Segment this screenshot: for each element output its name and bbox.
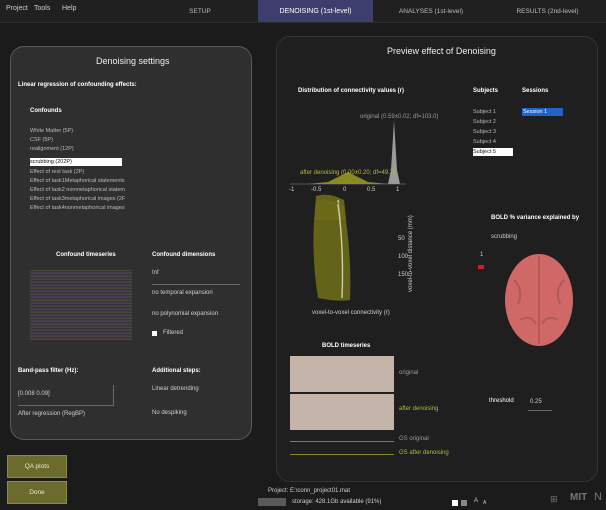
menu-project[interactable]: Project <box>6 5 28 12</box>
zoom-square-small-icon[interactable] <box>461 500 467 506</box>
tab-denoising[interactable]: DENOISING (1st-level) <box>258 0 373 22</box>
qa-plots-button[interactable]: QA plots <box>7 455 67 478</box>
denoising-settings-title: Denoising settings <box>96 56 170 66</box>
ytick: 150 <box>398 272 409 278</box>
original-histogram <box>382 120 404 184</box>
xtick: 1 <box>396 187 400 193</box>
storage-label: storage: 428.1Gb available (91%) <box>292 499 382 505</box>
gs-after-label: GS after denoising <box>399 450 449 456</box>
confound-item[interactable]: Effect of task3metaphorical images (2F <box>30 196 126 202</box>
scale-marker <box>478 265 484 269</box>
ylabel: voxel-to-voxel distance (mm) <box>408 215 414 292</box>
n-logo-icon: N <box>594 491 602 503</box>
subject-item[interactable]: Subject 1 <box>473 109 496 115</box>
dimensions-value[interactable]: Inf <box>152 270 159 276</box>
confound-timeseries-label: Confound timeseries <box>56 252 116 258</box>
threshold-underline <box>528 410 552 411</box>
despiking-select[interactable]: No despiking <box>152 410 187 416</box>
confound-item[interactable]: White Matter (5P) <box>30 128 74 134</box>
bold-original-plot <box>290 356 394 392</box>
storage-bar <box>258 498 286 506</box>
mit-logo-icon: MIT <box>570 492 588 503</box>
xlabel: voxel-to-voxel connectivity (r) <box>312 310 390 316</box>
subject-item[interactable]: Subject 2 <box>473 119 496 125</box>
additional-steps-label: Additional steps: <box>152 368 201 374</box>
bold-variance-confound: scrubbing <box>491 234 518 240</box>
subject-item[interactable]: Subject 4 <box>473 139 496 145</box>
filtered-label: Filtered <box>163 330 184 336</box>
bandpass-filter-label: Band-pass filter (Hz): <box>18 368 79 374</box>
xtick: -1 <box>289 187 295 193</box>
after-stats: after denoising (0.00±0.20; df=49.7) <box>300 170 396 176</box>
confound-item[interactable]: Effect of task2 nonmetaphorical statem <box>30 187 125 193</box>
ytick: 50 <box>398 236 405 242</box>
after-histogram <box>308 172 388 184</box>
brain-map <box>505 254 573 346</box>
confound-item-selected[interactable]: scrubbing (202P) <box>30 158 122 166</box>
temporal-expansion-select[interactable]: no temporal expansion <box>152 290 213 296</box>
after-regression-select[interactable]: After regression (RegBP) <box>18 411 86 417</box>
confound-item[interactable]: CSF (5P) <box>30 137 53 143</box>
confound-item[interactable]: realignment (12P) <box>30 146 74 152</box>
subject-item[interactable]: Subject 3 <box>473 129 496 135</box>
logo-icon: ⊞ <box>550 494 558 504</box>
done-button[interactable]: Done <box>7 481 67 504</box>
ytick: 100 <box>398 254 409 260</box>
project-path: Project: E:\conn_project01.mat <box>268 488 351 494</box>
preview-title: Preview effect of Denoising <box>387 46 496 56</box>
confound-timeseries-plot <box>30 270 132 340</box>
distribution-label: Distribution of connectivity values (r) <box>298 88 405 94</box>
bold-variance-label: BOLD % variance explained by <box>491 215 580 221</box>
threshold-label: threshold <box>489 398 514 404</box>
bold-after-label: after denoising <box>399 406 439 412</box>
bandpass-input-border <box>113 385 114 405</box>
subject-item-selected[interactable]: Subject 5 <box>473 148 513 156</box>
tab-analyses[interactable]: ANALYSES (1st-level) <box>398 7 464 15</box>
zoom-square-icon[interactable] <box>452 500 458 506</box>
confound-item[interactable]: Effect of task1Metaphorical statements <box>30 178 125 184</box>
session-item-selected[interactable]: Session 1 <box>522 108 563 116</box>
connectivity-scatter-plot <box>292 198 392 302</box>
menubar: Project Tools Help SETUP DENOISING (1st-… <box>0 0 606 23</box>
bold-timeseries-label: BOLD timeseries <box>322 343 371 349</box>
scale-max: 1 <box>480 252 484 258</box>
gs-after-line <box>290 454 394 455</box>
linear-detrending-select[interactable]: Linear detrending <box>152 386 199 392</box>
font-increase-icon[interactable]: A <box>474 498 479 504</box>
confound-item[interactable]: Effect of task4nonmetaphorical images <box>30 205 125 211</box>
font-decrease-icon[interactable]: A <box>483 500 487 506</box>
bandpass-underline <box>18 405 114 406</box>
menu-tools[interactable]: Tools <box>34 5 51 12</box>
confound-item[interactable]: Effect of rest task (2P) <box>30 169 85 175</box>
dimensions-underline <box>152 284 240 285</box>
confounds-label: Confounds <box>30 108 62 114</box>
bold-original-label: original <box>399 370 419 376</box>
xtick: 0 <box>343 187 347 193</box>
denoising-settings-panel <box>10 46 252 440</box>
subjects-label: Subjects <box>473 88 499 94</box>
filtered-checkbox[interactable] <box>152 331 157 336</box>
threshold-input[interactable]: 0.25 <box>530 399 542 405</box>
tab-setup[interactable]: SETUP <box>189 7 211 15</box>
tab-results[interactable]: RESULTS (2nd-level) <box>516 7 579 15</box>
sessions-label: Sessions <box>522 88 549 94</box>
bold-after-plot <box>290 394 394 430</box>
linear-regression-label: Linear regression of confounding effects… <box>18 82 137 88</box>
confound-dimensions-label: Confound dimensions <box>152 252 216 258</box>
gs-original-line <box>290 441 394 442</box>
xtick: -0.5 <box>311 187 322 193</box>
polynomial-expansion-select[interactable]: no polynomial expansion <box>152 311 219 317</box>
gs-original-label: GS original <box>399 436 429 442</box>
xtick: 0.5 <box>367 187 376 193</box>
original-stats: original (0.59±0.02; df=103.0) <box>360 114 439 120</box>
menu-help[interactable]: Help <box>62 5 77 12</box>
bandpass-filter-input[interactable]: [0.008 0.09] <box>18 391 50 397</box>
